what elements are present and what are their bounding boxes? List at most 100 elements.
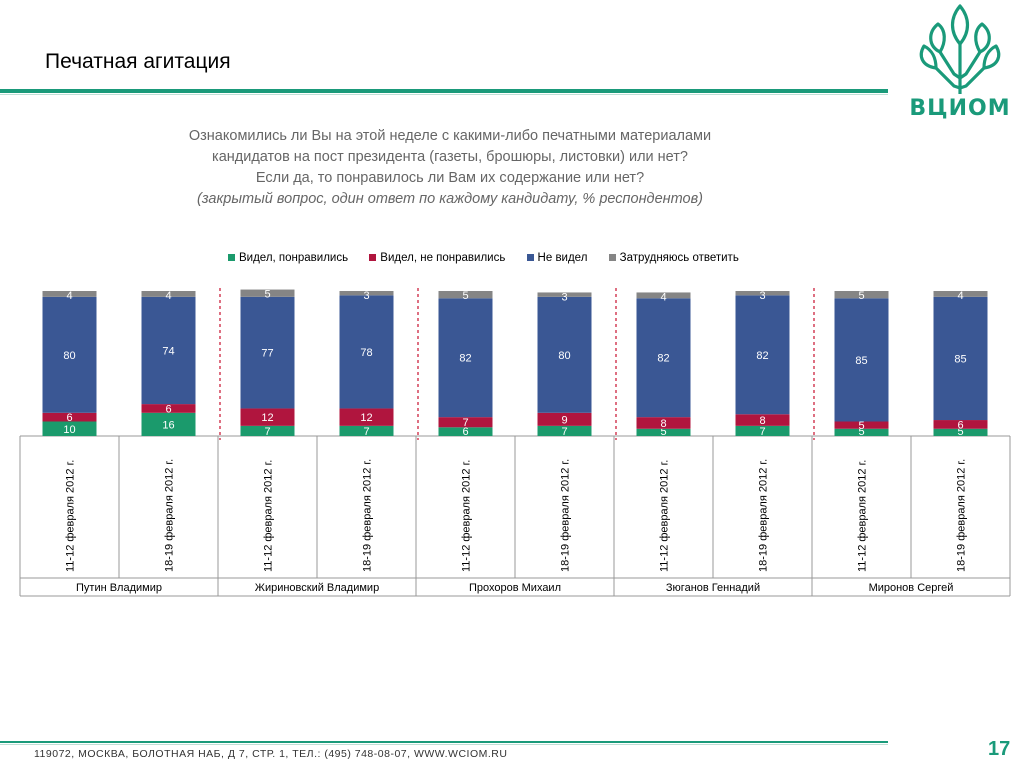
question-line-1: Ознакомились ли Вы на этой неделе с каки… bbox=[188, 128, 712, 144]
legend-item-dont-know: Затрудняюсь ответить bbox=[608, 252, 739, 264]
x-tick-label: 11-12 февраля 2012 г. bbox=[461, 460, 473, 572]
data-label: 4 bbox=[66, 290, 72, 302]
bar-segment-not-seen bbox=[438, 298, 493, 418]
x-tick-label: 11-12 февраля 2012 г. bbox=[857, 460, 869, 572]
bar-segment-disliked bbox=[834, 421, 889, 429]
bar-segment-dont-know bbox=[636, 292, 691, 299]
bar-segment-disliked bbox=[636, 417, 691, 429]
bar-segment-not-seen bbox=[636, 298, 691, 418]
data-label: 5 bbox=[858, 290, 864, 302]
bar-segment-disliked bbox=[438, 417, 493, 428]
bar-segment-not-seen bbox=[537, 296, 592, 413]
data-label: 7 bbox=[561, 426, 567, 438]
bar-segment-liked bbox=[933, 428, 988, 436]
data-label: 82 bbox=[756, 350, 768, 362]
bar-segment-liked bbox=[537, 425, 592, 436]
data-label: 4 bbox=[957, 290, 963, 302]
data-label: 6 bbox=[165, 403, 171, 415]
legend-item-liked: Видел, понравились bbox=[228, 252, 348, 264]
footer-divider-thin bbox=[0, 744, 888, 745]
bar-segment-disliked bbox=[42, 412, 97, 422]
data-label: 82 bbox=[657, 353, 669, 365]
data-label: 6 bbox=[957, 419, 963, 431]
bar-segment-dont-know bbox=[933, 291, 988, 297]
bar-segment-disliked bbox=[933, 420, 988, 429]
x-tick-label: 18-19 февраля 2012 г. bbox=[362, 459, 374, 572]
data-label: 7 bbox=[363, 426, 369, 438]
bar-segment-dont-know bbox=[438, 291, 493, 299]
data-label: 3 bbox=[561, 291, 567, 303]
bar-segment-disliked bbox=[735, 414, 790, 426]
data-label: 8 bbox=[660, 418, 666, 430]
data-label: 5 bbox=[858, 426, 864, 438]
x-tick-label: 18-19 февраля 2012 г. bbox=[956, 459, 968, 572]
data-label: 5 bbox=[462, 290, 468, 302]
bar-segment-dont-know bbox=[537, 292, 592, 297]
bar-segment-dont-know bbox=[339, 291, 394, 296]
bar-segment-dont-know bbox=[141, 291, 196, 297]
data-label: 3 bbox=[759, 290, 765, 302]
bar-segment-dont-know bbox=[735, 291, 790, 296]
header-divider bbox=[0, 89, 888, 93]
bar-segment-dont-know bbox=[240, 289, 295, 297]
bar-segment-disliked bbox=[339, 408, 394, 426]
footer-address: 119072, МОСКВА, БОЛОТНАЯ НАБ, Д 7, СТР. … bbox=[34, 748, 508, 760]
data-label: 82 bbox=[459, 353, 471, 365]
data-label: 8 bbox=[759, 415, 765, 427]
bar-segment-dont-know bbox=[42, 291, 97, 297]
data-label: 5 bbox=[858, 420, 864, 432]
group-label: Жириновский Владимир bbox=[255, 582, 379, 594]
bar-segment-not-seen bbox=[141, 296, 196, 405]
data-label: 7 bbox=[264, 426, 270, 438]
legend-label-not-seen: Не видел bbox=[537, 252, 588, 264]
legend-item-disliked: Видел, не понравились bbox=[369, 252, 505, 264]
data-label: 7 bbox=[759, 426, 765, 438]
bar-segment-disliked bbox=[141, 404, 196, 413]
legend-item-not-seen: Не видел bbox=[526, 252, 588, 264]
data-label: 6 bbox=[462, 426, 468, 438]
data-label: 6 bbox=[66, 412, 72, 424]
bar-segment-liked bbox=[141, 412, 196, 436]
data-label: 85 bbox=[855, 355, 867, 367]
bar-segment-not-seen bbox=[339, 295, 394, 409]
bar-segment-liked bbox=[636, 428, 691, 436]
legend-swatch-disliked bbox=[369, 254, 377, 262]
bar-segment-not-seen bbox=[933, 296, 988, 421]
question-line-2: кандидатов на пост президента (газеты, б… bbox=[212, 149, 688, 165]
bar-segment-liked bbox=[42, 421, 97, 436]
x-tick-label: 18-19 февраля 2012 г. bbox=[164, 459, 176, 572]
data-label: 74 bbox=[162, 345, 174, 357]
bar-segment-liked bbox=[735, 425, 790, 436]
question-note: (закрытый вопрос, один ответ по каждому … bbox=[196, 191, 703, 207]
question-line-3: Если да, то понравилось ли Вам их содерж… bbox=[255, 170, 645, 186]
header-divider-thin bbox=[0, 94, 888, 95]
page-number: 17 bbox=[988, 738, 1011, 760]
group-label: Зюганов Геннадий bbox=[666, 582, 760, 594]
x-tick-label: 18-19 февраля 2012 г. bbox=[560, 459, 572, 572]
legend-swatch-not-seen bbox=[526, 254, 534, 262]
bar-segment-liked bbox=[240, 425, 295, 436]
data-label: 10 bbox=[63, 424, 75, 436]
data-label: 4 bbox=[660, 291, 666, 303]
data-label: 80 bbox=[63, 350, 75, 362]
bar-segment-liked bbox=[438, 427, 493, 436]
group-label: Прохоров Михаил bbox=[469, 582, 561, 594]
bar-segment-disliked bbox=[537, 412, 592, 426]
data-label: 7 bbox=[462, 417, 468, 429]
bar-segment-not-seen bbox=[240, 296, 295, 409]
data-label: 85 bbox=[954, 353, 966, 365]
data-label: 5 bbox=[264, 289, 270, 301]
legend-label-disliked: Видел, не понравились bbox=[380, 252, 506, 264]
data-label: 77 bbox=[261, 348, 273, 360]
bar-segment-liked bbox=[834, 428, 889, 436]
bar-segment-dont-know bbox=[834, 291, 889, 299]
page-title: Печатная агитация bbox=[45, 50, 231, 73]
data-label: 3 bbox=[363, 290, 369, 302]
bar-segment-not-seen bbox=[735, 295, 790, 415]
data-label: 12 bbox=[360, 412, 372, 424]
group-label: Миронов Сергей bbox=[869, 582, 954, 594]
data-label: 12 bbox=[261, 412, 273, 424]
data-label: 5 bbox=[957, 426, 963, 438]
legend-label-dont-know: Затрудняюсь ответить bbox=[619, 252, 739, 264]
footer-divider bbox=[0, 741, 888, 743]
